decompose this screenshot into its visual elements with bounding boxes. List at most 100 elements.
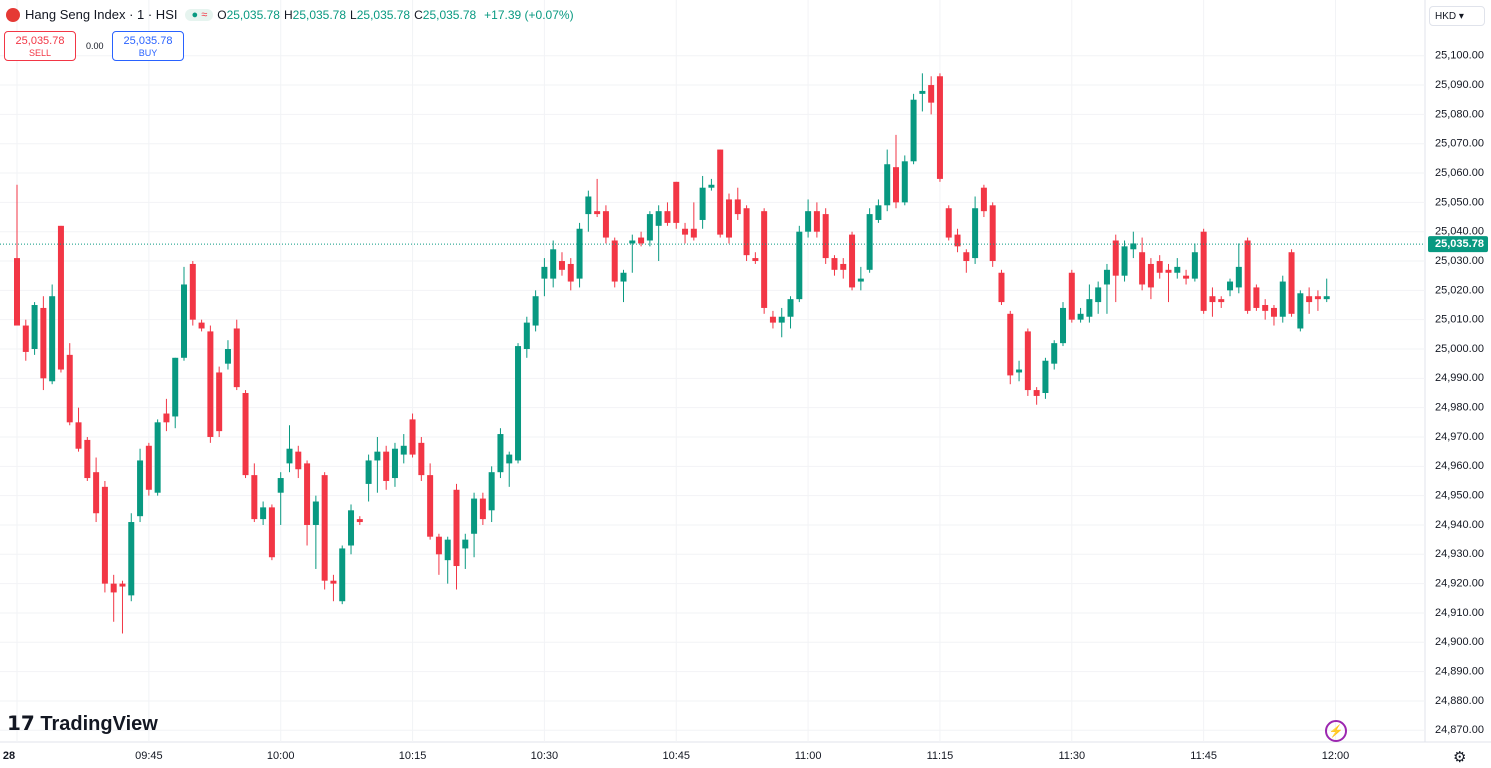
ohlc-key: O: [217, 7, 227, 22]
candle: [796, 225, 803, 303]
candle: [304, 460, 311, 546]
candle-body: [110, 583, 117, 593]
candle: [611, 237, 618, 288]
candle: [805, 199, 812, 238]
candle-body: [646, 214, 653, 241]
candle-body: [251, 475, 258, 520]
candle: [936, 73, 943, 182]
candle-body: [348, 510, 355, 546]
buy-price: 25,035.78: [123, 35, 173, 47]
candle: [1007, 310, 1014, 385]
candle: [286, 425, 293, 473]
candle: [541, 258, 548, 297]
candle-body: [866, 214, 873, 270]
legend-header: Hang Seng Index · 1 · HSI ● ≈ O25,035.78…: [6, 7, 574, 22]
x-tick-label: 28: [3, 750, 15, 762]
y-tick-label: 24,970.00: [1435, 431, 1484, 443]
candle-body: [1042, 360, 1049, 393]
x-tick-label: 10:30: [531, 750, 559, 762]
candle-body: [708, 184, 715, 188]
candle-body: [769, 316, 776, 323]
candle-body: [40, 307, 47, 379]
candle-body: [813, 211, 820, 232]
candle: [22, 319, 29, 361]
candle: [515, 343, 522, 464]
status-badge[interactable]: ● ≈: [185, 8, 214, 21]
candle-body: [84, 439, 91, 479]
candle: [31, 302, 38, 355]
sell-button[interactable]: 25,035.78 SELL: [4, 31, 76, 61]
candle: [532, 290, 539, 332]
candle-body: [980, 187, 987, 212]
buy-button[interactable]: 25,035.78 BUY: [112, 31, 184, 61]
currency-selector[interactable]: HKD ▾: [1429, 6, 1485, 26]
candle: [725, 193, 732, 244]
candle-body: [928, 85, 935, 103]
candle: [576, 222, 583, 288]
candle-body: [391, 448, 398, 479]
y-tick-label: 24,880.00: [1435, 695, 1484, 707]
axis-panel: [1425, 0, 1491, 768]
settings-icon[interactable]: ⚙: [1453, 749, 1467, 766]
candle: [1297, 290, 1304, 332]
candle: [119, 580, 126, 634]
candle-body: [936, 76, 943, 179]
symbol[interactable]: Hang Seng Index · 1 · HSI: [25, 7, 178, 22]
candle: [1112, 234, 1119, 303]
candle-body: [312, 501, 319, 525]
candle: [242, 390, 249, 479]
candle: [1042, 357, 1049, 399]
candle: [699, 175, 706, 229]
candle-body: [181, 284, 188, 358]
candle-body: [93, 472, 100, 514]
candle: [224, 340, 231, 370]
candle-body: [620, 272, 627, 282]
candle: [638, 231, 645, 247]
currency: HKD: [1435, 11, 1457, 22]
candle: [84, 436, 91, 481]
candle: [822, 208, 829, 264]
buy-label: BUY: [138, 48, 158, 58]
candle: [884, 149, 891, 212]
candle-body: [910, 99, 917, 162]
candle-body: [1033, 390, 1040, 396]
candle: [1306, 287, 1313, 314]
candle-body: [725, 199, 732, 238]
candle: [1095, 281, 1102, 314]
candle-body: [655, 211, 662, 226]
candle: [620, 269, 627, 303]
candle: [1121, 240, 1128, 282]
y-tick-label: 24,980.00: [1435, 402, 1484, 414]
candle: [295, 445, 302, 479]
candle-body: [761, 211, 768, 308]
candle-body: [1016, 369, 1023, 373]
candle-body: [884, 164, 891, 206]
x-tick-label: 10:15: [399, 750, 427, 762]
candle-body: [1209, 296, 1216, 303]
candle: [444, 536, 451, 584]
candle-body: [550, 249, 557, 279]
alert-icon[interactable]: ⚡: [1325, 720, 1347, 742]
candle-body: [822, 214, 829, 259]
candle: [1323, 278, 1330, 303]
candle: [1086, 284, 1093, 323]
candle-body: [488, 472, 495, 511]
candle: [365, 454, 372, 502]
candle-body: [330, 580, 337, 584]
candle: [277, 472, 284, 525]
logo: 𝟭𝟳 TradingView: [7, 713, 158, 735]
candle-body: [1156, 261, 1163, 273]
candle-body: [1200, 231, 1207, 311]
candle-body: [453, 489, 460, 567]
candle-body: [49, 296, 56, 382]
candle: [233, 319, 240, 391]
candle: [488, 466, 495, 523]
candle: [743, 205, 750, 262]
candle: [383, 445, 390, 490]
x-tick-label: 11:00: [795, 750, 822, 762]
candle: [1191, 243, 1198, 282]
sell-label: SELL: [28, 48, 52, 58]
candle: [875, 199, 882, 223]
